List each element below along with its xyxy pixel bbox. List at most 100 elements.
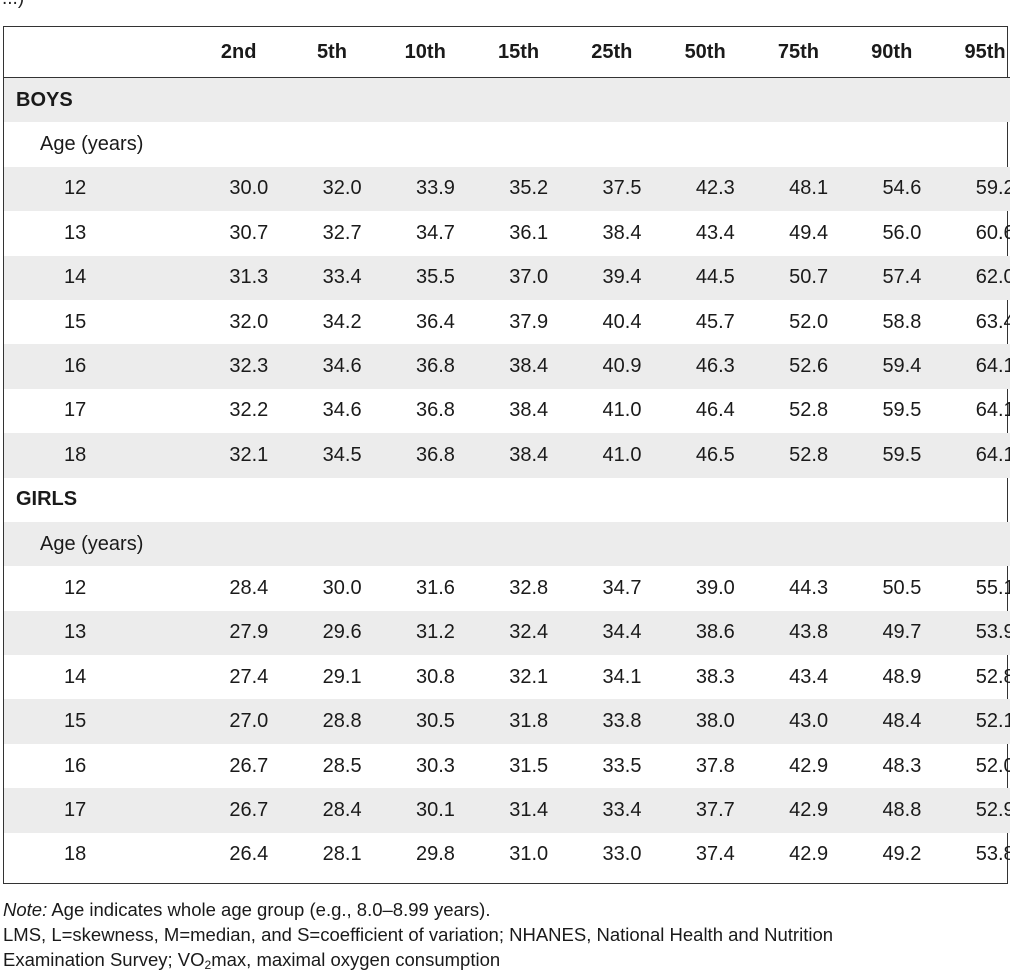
value-cell: 45.7	[695, 310, 735, 333]
value-cell: 27.9	[192, 610, 286, 656]
value-cell: 28.5	[322, 754, 362, 777]
value-cell: 31.2	[378, 610, 472, 656]
value-cell: 33.5	[602, 754, 642, 777]
value-cell: 59.5	[882, 399, 922, 422]
table-row: 17 26.7 28.4 30.1 31.4 33.4 37.7 42.9 48.8 52.9	[4, 788, 1010, 833]
value-cell: 56.0	[882, 221, 922, 244]
value-cell: 46.4	[695, 399, 735, 422]
value-cell: 37.0	[471, 255, 566, 300]
value-cell: 38.4	[471, 433, 566, 478]
value-cell: 58.8	[882, 310, 922, 333]
percentile-table: 2nd 5th 10th 15th 25th 50th 75th 90th 95th BOYS A…	[4, 27, 1010, 877]
value-cell: 48.1	[751, 166, 846, 212]
value-cell: 32.7	[322, 221, 362, 244]
value-cell: 52.8	[975, 665, 1010, 688]
table-row: 18 32.1 34.5 36.8 38.4 41.0 46.5 52.8 59.5 64.1	[4, 433, 1010, 478]
value-cell: 50.7	[751, 255, 846, 300]
value-cell: 48.3	[882, 754, 922, 777]
value-cell: 26.7	[192, 788, 286, 833]
note-text: Age indicates whole age group (e.g., 8.0…	[47, 899, 491, 920]
value-cell: 46.3	[658, 344, 752, 389]
value-cell: 33.4	[565, 788, 659, 833]
value-cell: 29.6	[285, 610, 379, 656]
value-cell: 44.5	[658, 255, 752, 300]
value-cell: 49.4	[789, 221, 829, 244]
column-header: 25th	[565, 27, 659, 78]
value-cell: 59.4	[845, 344, 939, 389]
age-cell: 13	[4, 610, 192, 656]
value-cell: 33.4	[285, 255, 379, 300]
table-body: BOYS Age (years) 12 30.0 32.0 33.9 35.2 37.5 42.…	[4, 77, 1010, 878]
value-cell: 37.7	[658, 788, 752, 833]
value-cell: 60.6	[975, 221, 1010, 244]
value-cell: 52.0	[789, 310, 829, 333]
age-cell: 16	[64, 754, 87, 777]
value-cell: 36.8	[415, 399, 455, 422]
column-header: 5th	[285, 27, 379, 78]
column-header: 75th	[751, 27, 846, 78]
value-cell: 34.6	[322, 399, 362, 422]
value-cell: 30.8	[415, 665, 455, 688]
value-cell: 57.4	[845, 255, 939, 300]
age-cell: 12	[64, 576, 87, 599]
value-cell: 53.8	[975, 843, 1010, 866]
age-subheading: Age (years)	[40, 133, 144, 156]
value-cell: 27.0	[192, 699, 286, 744]
age-cell: 16	[4, 344, 192, 389]
table-row: 18 26.4 28.1 29.8 31.0 33.0 37.4 42.9 49.2 53.8	[4, 833, 1010, 877]
value-cell: 41.0	[565, 433, 659, 478]
value-cell: 41.0	[602, 399, 642, 422]
table-row: 14 31.3 33.4 35.5 37.0 39.4 44.5 50.7 57.4 62.0	[4, 255, 1010, 300]
table-row: 17 32.2 34.6 36.8 38.4 41.0 46.4 52.8 59.5 64.1	[4, 389, 1010, 433]
value-cell: 38.4	[471, 344, 566, 389]
column-header: 15th	[471, 27, 566, 78]
value-cell: 27.4	[229, 665, 269, 688]
value-cell: 30.1	[378, 788, 472, 833]
value-cell: 38.4	[602, 221, 642, 244]
value-cell: 42.3	[658, 166, 752, 212]
value-cell: 59.5	[845, 433, 939, 478]
table-row: 14 27.4 29.1 30.8 32.1 34.1 38.3 43.4 48.9 52.8	[4, 655, 1010, 699]
value-cell: 52.8	[789, 399, 829, 422]
value-cell: 52.6	[751, 344, 846, 389]
table-row: 16 32.3 34.6 36.8 38.4 40.9 46.3 52.6 59.4 64.1	[4, 344, 1010, 389]
value-cell: 44.3	[789, 576, 829, 599]
abbreviation-line-2: Examination Survey; VO2max, maximal oxyg…	[3, 947, 1010, 978]
value-cell: 42.9	[789, 754, 829, 777]
value-cell: 32.2	[229, 399, 269, 422]
value-cell: 32.0	[285, 166, 379, 212]
top-fragment: ...)	[2, 0, 24, 12]
age-cell: 15	[64, 310, 87, 333]
value-cell: 43.4	[789, 665, 829, 688]
value-cell: 30.3	[415, 754, 455, 777]
column-header: 95th	[938, 27, 1010, 78]
value-cell: 54.6	[845, 166, 939, 212]
value-cell: 36.8	[378, 433, 472, 478]
table-row: 15 27.0 28.8 30.5 31.8 33.8 38.0 43.0 48.4 52.1	[4, 699, 1010, 744]
value-cell: 50.5	[882, 576, 922, 599]
table-row: 13 30.7 32.7 34.7 36.1 38.4 43.4 49.4 56.0 60.6	[4, 211, 1010, 255]
top-cut-text: ...)	[0, 0, 1010, 14]
value-cell: 49.7	[845, 610, 939, 656]
value-cell: 36.8	[378, 344, 472, 389]
value-cell: 30.0	[322, 576, 362, 599]
age-cell: 14	[64, 665, 87, 688]
value-cell: 64.1	[975, 399, 1010, 422]
value-cell: 30.0	[192, 166, 286, 212]
value-cell: 33.8	[565, 699, 659, 744]
header-row: 2nd 5th 10th 15th 25th 50th 75th 90th 95th	[4, 27, 1010, 78]
value-cell: 28.4	[229, 576, 269, 599]
note-label: Note:	[3, 899, 48, 920]
value-cell: 34.7	[415, 221, 455, 244]
value-cell: 32.1	[509, 665, 549, 688]
value-cell: 28.4	[285, 788, 379, 833]
column-header: 10th	[378, 27, 472, 78]
header-blank	[4, 27, 192, 78]
value-cell: 52.1	[938, 699, 1010, 744]
value-cell: 26.7	[229, 754, 269, 777]
abbrev-subscript: 2	[204, 958, 212, 972]
value-cell: 34.4	[565, 610, 659, 656]
value-cell: 30.7	[229, 221, 269, 244]
abbrev-prefix: Examination Survey; VO	[3, 949, 205, 970]
value-cell: 31.3	[192, 255, 286, 300]
